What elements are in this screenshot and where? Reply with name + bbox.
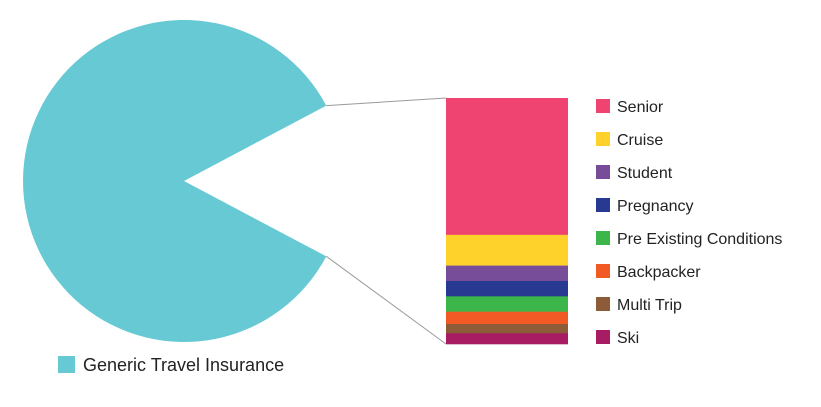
legend-item-ski: Ski bbox=[596, 330, 639, 347]
connector-lines bbox=[325, 97, 447, 345]
legend-swatch bbox=[596, 297, 610, 311]
legend-label: Pregnancy bbox=[617, 198, 694, 215]
legend-label: Backpacker bbox=[617, 264, 701, 281]
legend-item-generic-travel-insurance: Generic Travel Insurance bbox=[58, 355, 284, 375]
pie-slice-generic-travel-insurance bbox=[23, 19, 327, 342]
legend-swatch bbox=[596, 231, 610, 245]
legend-swatch bbox=[596, 330, 610, 344]
legend-label: Ski bbox=[617, 330, 639, 347]
legend-item-pre-existing-conditions: Pre Existing Conditions bbox=[596, 231, 782, 248]
bar-segment-cruise bbox=[446, 234, 568, 266]
legend-swatch bbox=[596, 165, 610, 179]
pie-legend: Generic Travel Insurance bbox=[58, 355, 284, 375]
legend-label: Multi Trip bbox=[617, 297, 682, 314]
legend-item-senior: Senior bbox=[596, 99, 664, 116]
connector-line-bottom bbox=[325, 255, 447, 345]
bar-segment-student bbox=[446, 265, 568, 282]
legend-label: Generic Travel Insurance bbox=[83, 355, 284, 375]
bar-segment-senior bbox=[446, 98, 568, 236]
legend-item-multi-trip: Multi Trip bbox=[596, 297, 682, 314]
legend-label: Senior bbox=[617, 99, 664, 116]
connector-line-top bbox=[326, 97, 447, 107]
legend-item-backpacker: Backpacker bbox=[596, 264, 701, 281]
stacked-bar bbox=[446, 98, 568, 345]
legend-swatch bbox=[58, 356, 75, 373]
legend-swatch bbox=[596, 99, 610, 113]
bar-segment-multi-trip bbox=[446, 324, 568, 334]
legend: Senior Cruise Student Pregnancy Pre Existing… bbox=[596, 99, 782, 347]
bar-segment-pregnancy bbox=[446, 280, 568, 297]
legend-label: Student bbox=[617, 165, 673, 182]
legend-swatch bbox=[596, 198, 610, 212]
pie-chart bbox=[23, 19, 327, 342]
legend-label: Pre Existing Conditions bbox=[617, 231, 782, 248]
bar-segment-backpacker bbox=[446, 311, 568, 325]
legend-item-student: Student bbox=[596, 165, 673, 182]
bar-segment-pre-existing-conditions bbox=[446, 296, 568, 313]
legend-swatch bbox=[596, 264, 610, 278]
legend-item-pregnancy: Pregnancy bbox=[596, 198, 694, 215]
legend-item-cruise: Cruise bbox=[596, 132, 663, 149]
bar-segment-ski bbox=[446, 333, 568, 345]
legend-label: Cruise bbox=[617, 132, 663, 149]
legend-swatch bbox=[596, 132, 610, 146]
